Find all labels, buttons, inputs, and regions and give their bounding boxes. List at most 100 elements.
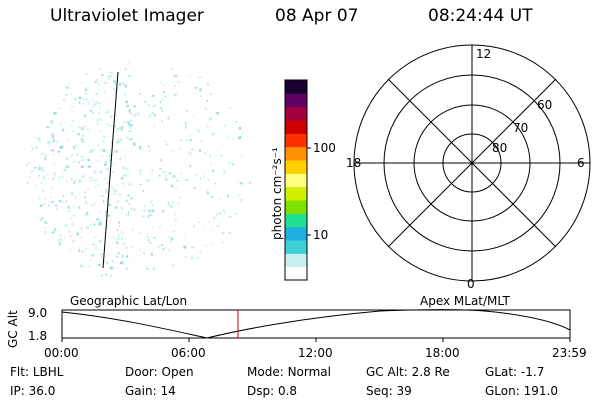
speckle-dot	[162, 171, 166, 173]
speckle-dot	[210, 229, 212, 232]
speckle-dot	[177, 81, 180, 83]
speckle-dot	[53, 112, 56, 115]
speckle-dot	[78, 206, 81, 209]
speckle-dot	[115, 190, 117, 193]
speckle-dot	[54, 227, 57, 231]
speckle-dot	[34, 184, 37, 186]
speckle-dot	[110, 115, 113, 118]
speckle-dot	[143, 205, 146, 207]
speckle-dot	[185, 179, 189, 181]
speckle-dot	[73, 161, 76, 163]
speckle-dot	[185, 139, 188, 142]
speckle-dot	[97, 120, 99, 123]
speckle-dot	[203, 174, 205, 178]
speckle-dot	[52, 153, 55, 156]
speckle-dot	[81, 127, 84, 130]
speckle-dot	[85, 87, 87, 89]
speckle-dot	[84, 191, 87, 194]
mlt-label-18: 18	[346, 156, 362, 170]
speckle-dot	[40, 217, 44, 219]
speckle-dot	[217, 225, 219, 227]
speckle-dot	[121, 232, 124, 236]
speckle-dot	[142, 190, 144, 193]
speckle-dot	[80, 165, 84, 168]
speckle-dot	[111, 141, 113, 144]
speckle-dot	[239, 198, 243, 202]
speckle-dot	[148, 150, 150, 152]
speckle-dot	[62, 128, 64, 132]
colorbar-band	[285, 173, 307, 188]
speckle-dot	[126, 168, 129, 171]
colorbar-band	[285, 240, 307, 254]
speckle-dot	[52, 163, 55, 166]
speckle-dot	[83, 196, 86, 199]
speckle-dot	[128, 138, 131, 141]
speckle-dot	[81, 135, 84, 138]
speckle-dot	[150, 252, 153, 256]
speckle-dot	[40, 181, 43, 184]
speckle-dot	[80, 128, 84, 131]
speckle-dot	[219, 212, 221, 215]
speckle-dot	[98, 239, 102, 243]
status-mode: Mode: Normal	[247, 365, 331, 379]
speckle-dot	[38, 140, 41, 143]
speckle-dot	[164, 95, 167, 98]
speckle-dot	[168, 249, 170, 252]
colorbar-band	[285, 80, 307, 94]
speckle-dot	[127, 194, 130, 197]
speckle-dot	[241, 197, 243, 199]
speckle-dot	[202, 228, 205, 231]
speckle-dot	[92, 112, 94, 114]
speckle-dot	[88, 102, 90, 105]
mlt-label-0: 0	[467, 277, 475, 291]
speckle-dot	[121, 237, 123, 240]
timeline-frame	[61, 309, 571, 339]
speckle-dot	[109, 155, 111, 158]
speckle-dot	[108, 192, 110, 196]
speckle-dot	[31, 170, 34, 173]
speckle-dot	[238, 194, 241, 196]
speckle-dot	[171, 237, 173, 241]
speckle-dot	[206, 125, 209, 128]
speckle-dot	[41, 190, 45, 193]
speckle-dot	[50, 119, 54, 123]
speckle-dot	[70, 178, 73, 181]
speckle-dot	[122, 147, 124, 150]
speckle-dot	[47, 173, 49, 176]
speckle-dot	[82, 134, 85, 136]
timeline-ticks	[61, 338, 571, 342]
speckle-dot	[50, 149, 54, 152]
speckle-dot	[69, 235, 73, 237]
speckle-dot	[124, 155, 126, 158]
speckle-dot	[115, 87, 117, 89]
speckle-dot	[132, 271, 134, 274]
speckle-dot	[114, 150, 118, 153]
speckle-dot	[107, 149, 111, 151]
speckle-dot	[40, 166, 43, 170]
speckle-dot	[128, 74, 131, 78]
speckle-dot	[86, 226, 89, 229]
speckle-dot	[167, 202, 170, 204]
speckle-dot	[26, 163, 28, 167]
speckle-dot	[78, 179, 81, 183]
speckle-dot	[223, 169, 226, 172]
speckle-dot	[125, 267, 129, 271]
speckle-dot	[237, 180, 239, 183]
speckle-dot	[43, 203, 45, 206]
speckle-dot	[80, 264, 83, 268]
speckle-dot	[213, 217, 216, 219]
speckle-dot	[210, 163, 212, 166]
speckle-dot	[193, 225, 196, 228]
speckle-dot	[40, 218, 43, 221]
speckle-dot	[85, 98, 88, 101]
speckle-dot	[158, 174, 161, 177]
speckle-dot	[110, 186, 113, 189]
speckle-dot	[43, 227, 46, 229]
speckle-dot	[72, 240, 75, 243]
speckle-dot	[127, 213, 129, 217]
speckle-dot	[44, 198, 46, 200]
speckle-dot	[117, 128, 119, 131]
speckle-dot	[56, 208, 58, 210]
speckle-dot	[37, 137, 41, 140]
